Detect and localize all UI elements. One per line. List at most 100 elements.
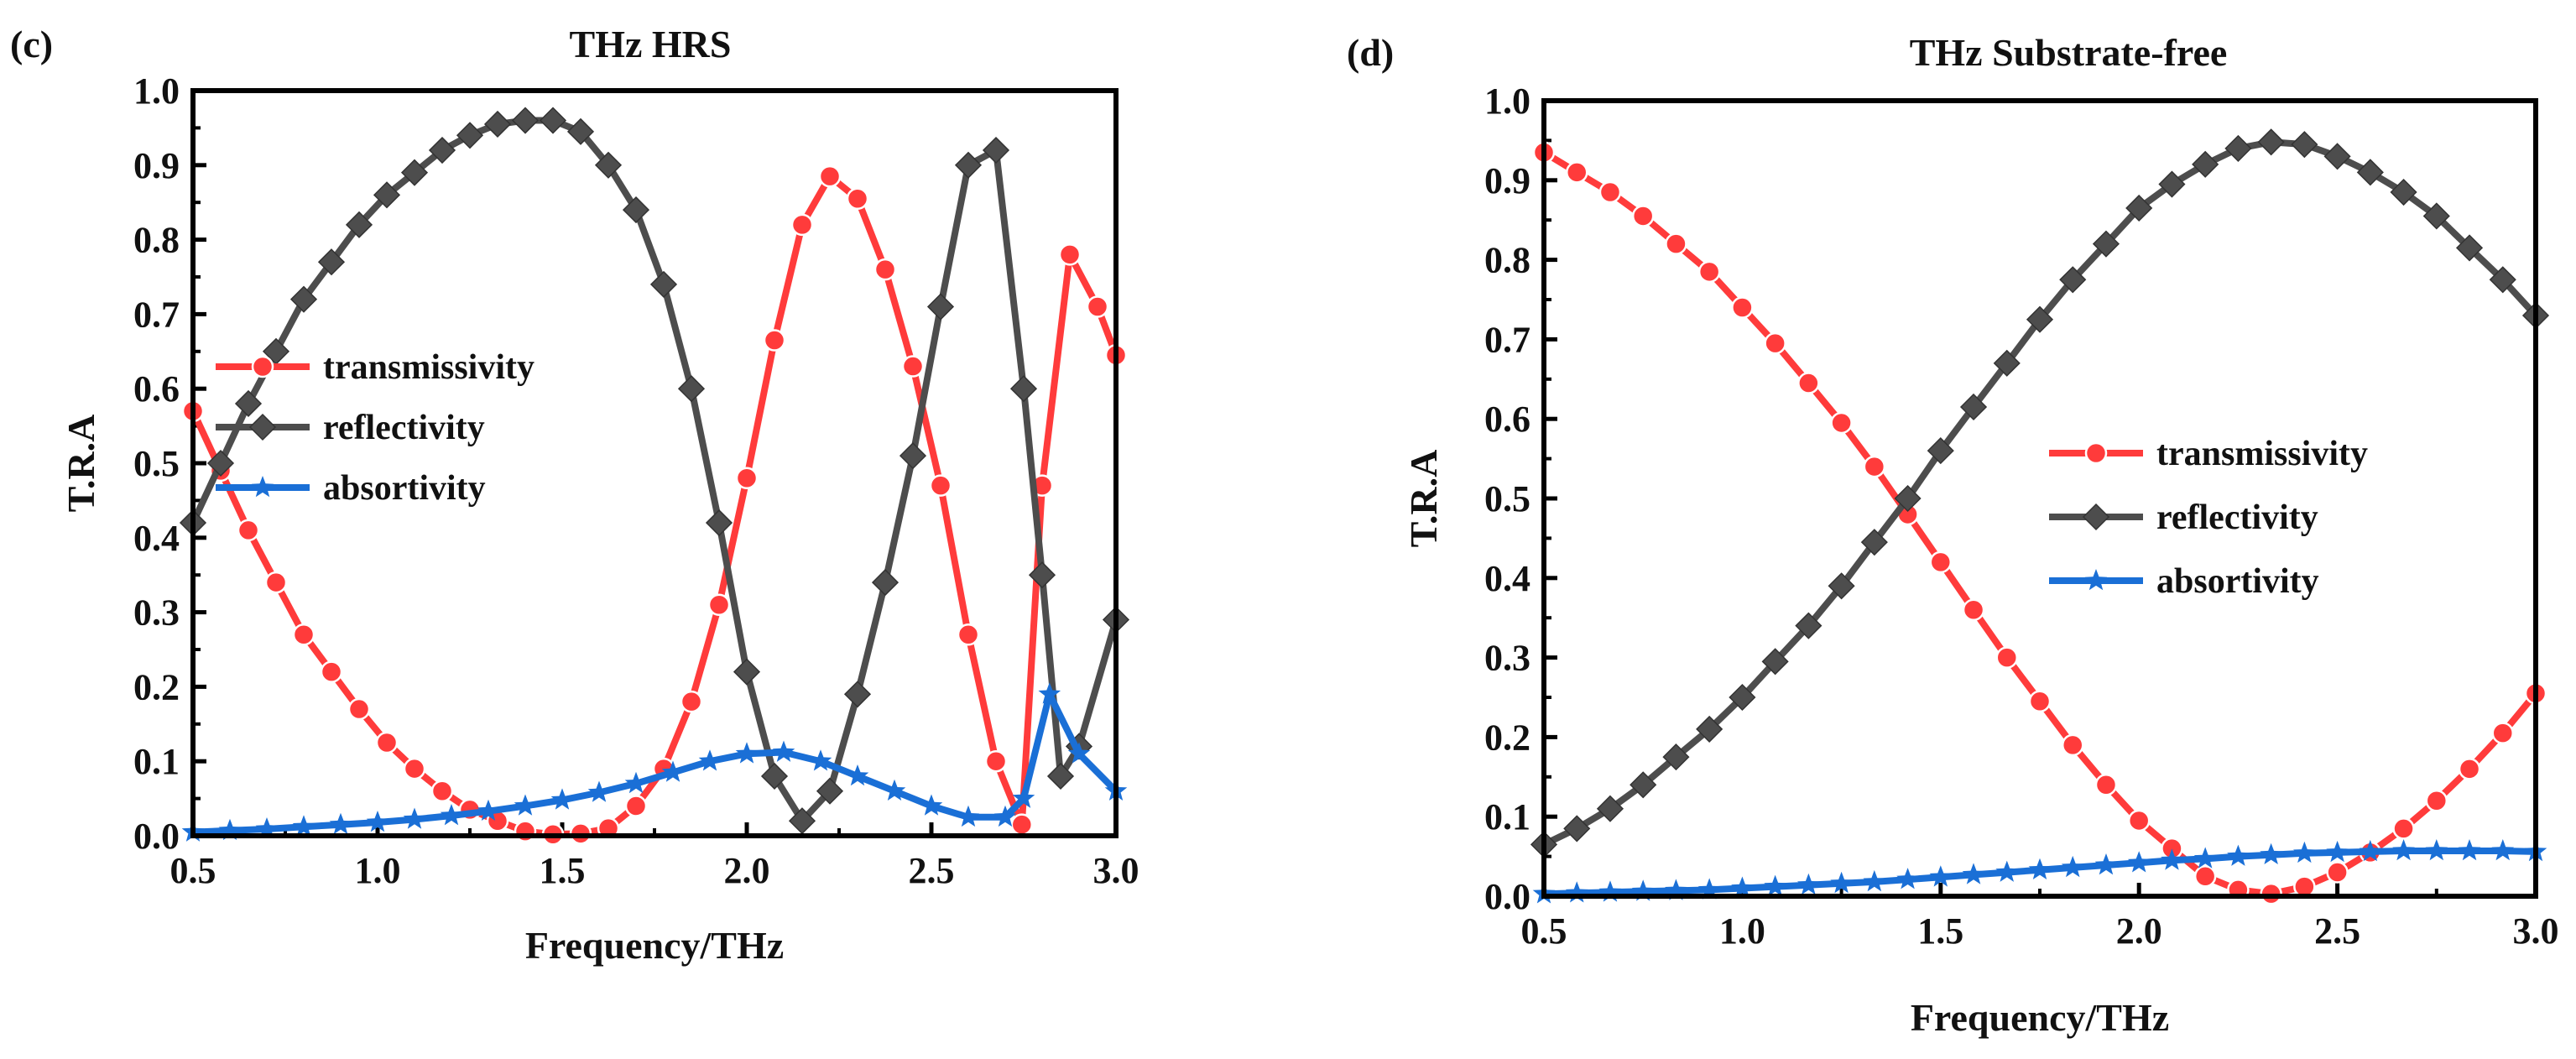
data-point-transmissivity [984,749,1008,773]
data-point-absortivity [550,788,574,810]
data-point-reflectivity [2323,143,2351,170]
data-point-absortivity [2458,839,2481,861]
data-point-absortivity [2293,841,2316,863]
y-tick-label: 0.0 [1484,876,1530,917]
data-point-transmissivity [2392,817,2415,840]
legend-label-absortivity: absortivity [323,469,486,508]
data-point-reflectivity [1696,715,1723,743]
y-tick-label: 0.9 [1484,160,1530,201]
y-axis-title: T.R.A [1402,450,1445,548]
data-point-reflectivity [1761,648,1789,676]
data-point-absortivity [292,815,315,837]
panel-d: (d) THz Substrate-free 0.00.10.20.30.40.… [1347,31,2559,1039]
legend: transmissivity reflectivity absortivity [216,348,534,508]
data-point-reflectivity [1563,815,1591,843]
data-point-reflectivity [1046,762,1075,790]
data-point-reflectivity [1828,572,1855,600]
data-point-absortivity [1929,865,1953,887]
legend-label-reflectivity: reflectivity [323,409,485,447]
data-point-reflectivity [2356,159,2384,186]
data-point-absortivity [1012,786,1035,808]
data-point-reflectivity [594,151,623,179]
data-point-reflectivity [2291,131,2318,159]
data-point-reflectivity [400,159,429,186]
data-point-absortivity [403,807,426,829]
data-point-absortivity [1665,879,1687,900]
data-point-absortivity [1565,881,1588,903]
data-point-reflectivity [733,658,761,686]
data-point-reflectivity [705,509,733,537]
data-point-absortivity [2260,843,2282,864]
legend-marker-absortivity [251,476,274,498]
data-point-reflectivity [234,389,263,418]
data-point-transmissivity [1697,260,1721,284]
y-tick-label: 0.5 [1484,478,1530,519]
data-point-transmissivity [929,474,952,497]
plot-frame [1541,98,2538,899]
data-point-absortivity [1067,742,1091,764]
x-tick-label: 2.0 [724,850,770,891]
data-point-transmissivity [1665,232,1687,255]
data-point-absortivity [698,749,722,771]
chart-title: THz HRS [570,23,732,65]
data-point-reflectivity [2489,266,2516,294]
data-point-transmissivity [375,731,399,754]
data-point-reflectivity [1894,484,1922,513]
data-point-reflectivity [2059,266,2087,294]
x-tick-label: 3.0 [1093,850,1139,891]
data-point-transmissivity [2425,789,2448,812]
x-tick-label: 2.5 [909,850,955,891]
data-point-absortivity [2161,848,2183,870]
data-point-transmissivity [514,820,537,843]
data-point-transmissivity [1764,331,1786,355]
panel-letter: (c) [10,23,53,65]
series-line-transmissivity [1541,149,2539,898]
data-point-reflectivity [2092,230,2120,258]
data-point-absortivity [366,811,389,832]
data-point-reflectivity [2257,128,2285,156]
data-point-transmissivity [1797,372,1820,394]
data-point-transmissivity [1565,161,1588,184]
y-tick-label: 0.9 [133,145,180,186]
data-point-transmissivity [237,519,260,542]
legend-marker-transmissivity [2084,441,2108,465]
data-point-reflectivity [1028,561,1056,589]
series-line-reflectivity [1541,138,2539,848]
data-point-absortivity [1038,682,1061,704]
data-point-absortivity [2359,839,2382,862]
y-tick-label: 0.7 [1484,319,1530,360]
data-point-reflectivity [2125,194,2153,222]
x-tick-label: 0.5 [1521,910,1567,952]
data-point-transmissivity [2193,865,2217,888]
data-point-reflectivity [677,375,706,403]
data-point-absortivity [514,794,537,816]
data-point-reflectivity [622,196,650,224]
plot-frame [190,88,1119,838]
data-point-transmissivity [2326,861,2349,884]
x-tick-label: 3.0 [2513,910,2559,952]
y-tick-label: 0.2 [133,666,180,707]
data-point-reflectivity [1927,437,1954,465]
data-point-transmissivity [957,623,980,646]
legend: transmissivity reflectivity absortivity [2049,435,2368,601]
legend-marker-absortivity [2084,569,2108,591]
data-point-reflectivity [1959,393,1988,421]
y-tick-label: 0.6 [133,368,180,410]
y-tick-label: 1.0 [1484,81,1530,122]
data-point-absortivity [809,749,832,771]
data-point-absortivity [1631,879,1655,901]
data-point-transmissivity [2458,758,2481,780]
data-point-absortivity [2028,858,2052,879]
tick-group: 0.0 0.1 0.2 0.3 0.4 0.5 0.6 0.7 0.8 0.9 1.0 0.5 1.0 1… [133,70,1139,891]
data-point-reflectivity [2422,202,2450,230]
data-point-absortivity [624,771,648,794]
data-point-reflectivity [1596,795,1624,822]
data-point-reflectivity [2158,170,2186,198]
data-point-absortivity [661,760,685,782]
data-point-reflectivity [1630,771,1657,799]
data-point-reflectivity [345,211,373,238]
legend-marker-reflectivity [248,413,277,441]
data-point-absortivity [1962,863,1985,884]
data-point-transmissivity [735,467,759,490]
